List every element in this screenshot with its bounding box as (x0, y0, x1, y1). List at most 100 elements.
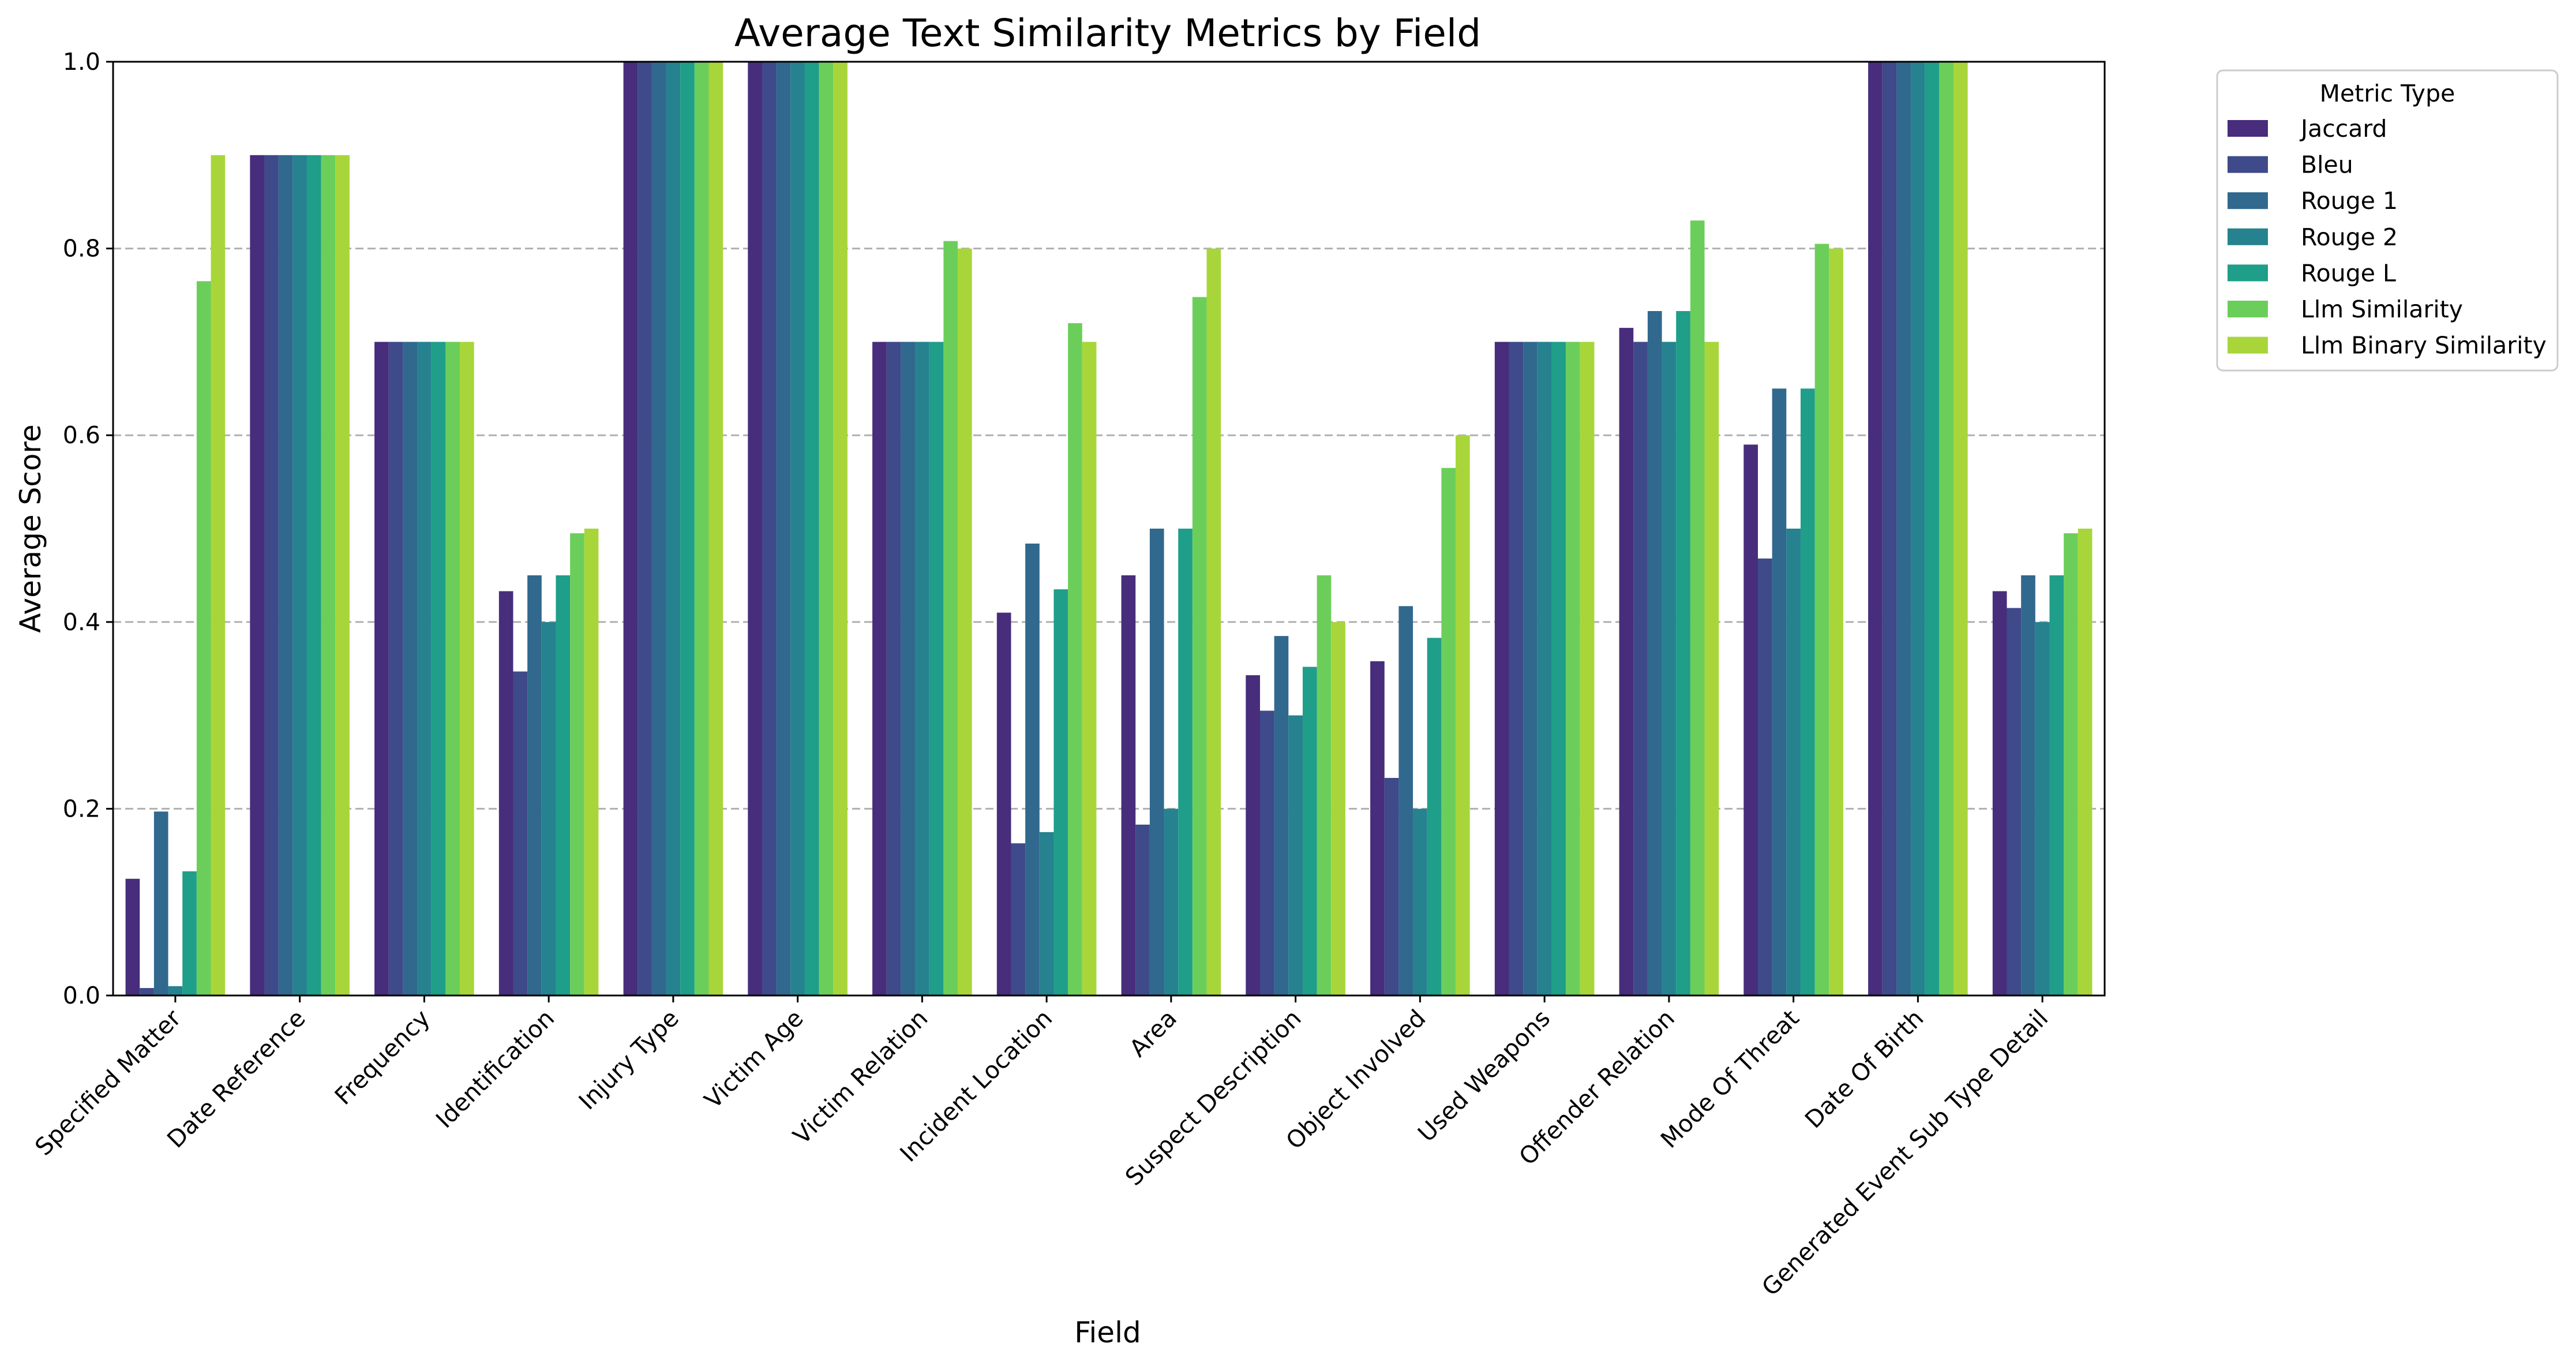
bar-victim-age-bleu (762, 62, 777, 996)
bar-specified-matter-llm-similarity (196, 281, 211, 996)
legend: Metric Type Jaccard Bleu Rouge 1 Rouge 2 Rou… (2216, 69, 2559, 372)
bar-specified-matter-llm-binary-similarity (211, 155, 226, 996)
bar-incident-location-llm-similarity (1068, 323, 1082, 996)
legend-label: Jaccard (2299, 115, 2387, 143)
bar-used-weapons-jaccard (1494, 342, 1509, 996)
bar-suspect-description-jaccard (1246, 675, 1260, 996)
y-axis-ticks: 0.0 0.2 0.4 0.6 0.8 1.0 (63, 48, 113, 1009)
bar-used-weapons-rouge-1 (1523, 342, 1538, 996)
bar-offender-relation-bleu (1633, 342, 1648, 996)
plot-frame (112, 61, 2106, 997)
bar-identification-rouge-2 (541, 622, 556, 996)
y-axis-label: Average Score (14, 424, 47, 633)
bar-frequency-rouge-2 (417, 342, 432, 996)
bar-offender-relation-rouge-1 (1647, 311, 1662, 996)
bar-incident-location-rouge-l (1053, 589, 1068, 996)
bar-identification-llm-binary-similarity (584, 529, 599, 996)
bar-victim-relation-jaccard (872, 342, 887, 996)
bar-specified-matter-rouge-2 (168, 986, 183, 996)
legend-swatch (2228, 264, 2268, 282)
bar-injury-type-rouge-l (680, 62, 695, 996)
bar-frequency-llm-binary-similarity (460, 342, 474, 996)
bar-generated-event-sub-type-detail-rouge-l (2049, 575, 2064, 996)
bar-specified-matter-rouge-l (182, 871, 197, 996)
bar-date-of-birth-rouge-2 (1911, 62, 1925, 996)
bar-used-weapons-llm-similarity (1566, 342, 1580, 996)
bar-frequency-rouge-1 (403, 342, 418, 996)
bar-date-reference-jaccard (250, 155, 264, 996)
bar-injury-type-rouge-2 (666, 62, 681, 996)
bar-offender-relation-llm-binary-similarity (1704, 342, 1719, 996)
bar-area-bleu (1135, 824, 1150, 996)
bar-injury-type-rouge-1 (651, 62, 666, 996)
bar-area-jaccard (1121, 575, 1136, 996)
bar-victim-age-llm-binary-similarity (833, 62, 848, 996)
bar-offender-relation-rouge-l (1676, 311, 1690, 996)
x-axis-label: Field (1074, 1316, 1141, 1349)
legend-items: Jaccard Bleu Rouge 1 Rouge 2 Rouge L Llm Simi… (2228, 115, 2547, 360)
bar-generated-event-sub-type-detail-bleu (2007, 608, 2022, 996)
bar-date-of-birth-jaccard (1868, 62, 1883, 996)
y-tick-label: 0.4 (63, 608, 100, 636)
bar-date-reference-llm-binary-similarity (335, 155, 350, 996)
bar-identification-jaccard (498, 591, 513, 996)
bar-date-of-birth-rouge-1 (1896, 62, 1911, 996)
bar-generated-event-sub-type-detail-llm-similarity (2064, 533, 2078, 996)
bar-date-of-birth-bleu (1882, 62, 1897, 996)
chart-title: Average Text Similarity Metrics by Field (734, 11, 1481, 55)
bar-incident-location-bleu (1011, 843, 1026, 996)
bar-area-llm-similarity (1192, 297, 1207, 996)
bar-incident-location-llm-binary-similarity (1082, 342, 1097, 996)
bar-offender-relation-jaccard (1619, 328, 1634, 996)
bar-victim-relation-bleu (886, 342, 901, 996)
bar-suspect-description-rouge-l (1302, 667, 1317, 996)
bar-date-of-birth-llm-similarity (1939, 62, 1954, 996)
bar-frequency-rouge-l (431, 342, 446, 996)
bar-used-weapons-rouge-2 (1537, 342, 1552, 996)
bar-object-involved-llm-binary-similarity (1456, 435, 1470, 996)
bar-suspect-description-rouge-1 (1274, 636, 1289, 996)
bar-incident-location-rouge-2 (1039, 832, 1054, 996)
bar-object-involved-llm-similarity (1441, 467, 1456, 996)
bar-date-reference-bleu (264, 155, 279, 996)
bar-frequency-bleu (388, 342, 403, 996)
bar-date-reference-llm-similarity (321, 155, 336, 996)
bar-date-of-birth-llm-binary-similarity (1953, 62, 1968, 996)
y-tick-label: 0.6 (63, 421, 100, 449)
bar-suspect-description-llm-binary-similarity (1331, 622, 1345, 996)
bar-mode-of-threat-jaccard (1743, 444, 1758, 996)
y-tick-label: 1.0 (63, 48, 100, 76)
bar-victim-age-rouge-2 (790, 62, 805, 996)
legend-label: Rouge 2 (2301, 223, 2398, 251)
legend-frame (2216, 69, 2559, 372)
bar-victim-relation-rouge-1 (901, 342, 916, 996)
bar-injury-type-jaccard (623, 62, 638, 996)
bar-mode-of-threat-rouge-1 (1772, 388, 1787, 996)
bar-injury-type-bleu (638, 62, 652, 996)
legend-label: Rouge L (2301, 259, 2396, 287)
bar-victim-relation-rouge-2 (915, 342, 929, 996)
legend-swatch (2228, 192, 2268, 209)
bar-suspect-description-bleu (1259, 710, 1274, 996)
bar-victim-age-jaccard (748, 62, 762, 996)
bars-group (125, 62, 2093, 996)
legend-label: Llm Similarity (2301, 295, 2463, 323)
bar-area-llm-binary-similarity (1206, 248, 1221, 996)
bar-mode-of-threat-rouge-l (1800, 388, 1815, 996)
bar-frequency-jaccard (374, 342, 389, 996)
bar-mode-of-threat-rouge-2 (1786, 529, 1801, 996)
bar-date-reference-rouge-2 (293, 155, 307, 996)
bar-generated-event-sub-type-detail-llm-binary-similarity (2078, 529, 2093, 996)
bar-area-rouge-2 (1164, 809, 1179, 996)
bar-offender-relation-llm-similarity (1690, 220, 1705, 996)
bar-generated-event-sub-type-detail-rouge-2 (2035, 622, 2050, 996)
legend-swatch (2228, 120, 2268, 137)
bar-mode-of-threat-llm-similarity (1814, 244, 1829, 996)
bar-offender-relation-rouge-2 (1662, 342, 1677, 996)
y-tick-label: 0.0 (63, 982, 100, 1009)
bar-object-involved-rouge-l (1427, 638, 1442, 996)
bar-object-involved-rouge-1 (1398, 606, 1413, 996)
bar-victim-age-rouge-l (804, 62, 819, 996)
bar-victim-relation-rouge-l (929, 342, 944, 996)
